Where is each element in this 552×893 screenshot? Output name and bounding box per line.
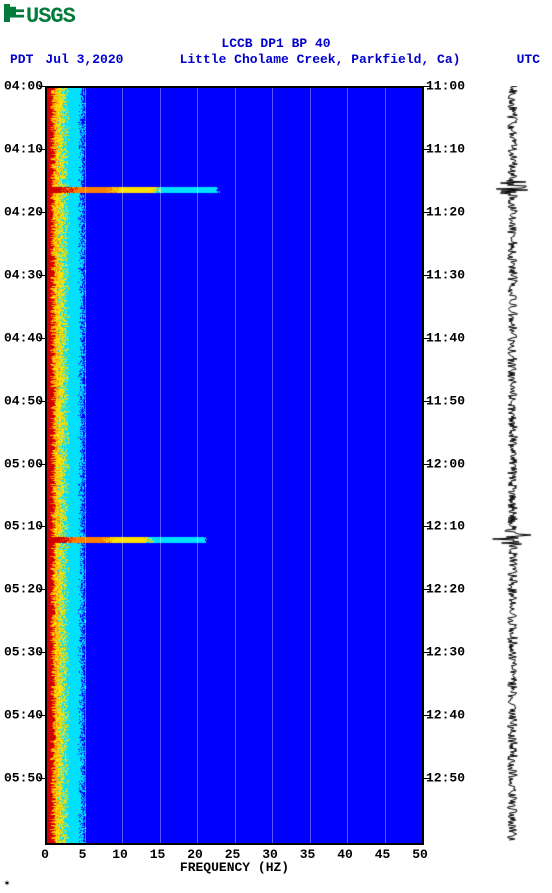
y-tick-left: 04:30	[0, 268, 43, 281]
left-timezone: PDT	[10, 52, 33, 67]
y-tick-right: 11:30	[426, 268, 471, 281]
y-tick-right: 11:20	[426, 205, 471, 218]
right-timezone: UTC	[517, 52, 540, 67]
y-tick-left: 04:20	[0, 205, 43, 218]
y-tick-right: 11:00	[426, 80, 471, 93]
location-text: Little Cholame Creek, Parkfield, Ca)	[180, 52, 461, 67]
usgs-logo: USGS	[4, 4, 75, 29]
y-tick-left: 04:00	[0, 80, 43, 93]
y-axis-left-ticks: 04:0004:1004:2004:3004:4004:5005:0005:10…	[0, 86, 43, 841]
y-tick-right: 12:00	[426, 457, 471, 470]
y-tick-right: 12:20	[426, 583, 471, 596]
footer-mark: ✶	[4, 878, 10, 890]
y-tick-right: 11:50	[426, 394, 471, 407]
y-tick-right: 12:50	[426, 772, 471, 785]
y-tick-left: 05:50	[0, 772, 43, 785]
usgs-flag-icon	[4, 4, 24, 22]
plot-title: LCCB DP1 BP 40	[0, 36, 552, 51]
x-axis-label: FREQUENCY (HZ)	[45, 860, 424, 875]
y-tick-left: 04:40	[0, 331, 43, 344]
y-axis-right-ticks: 11:0011:1011:2011:3011:4011:5012:0012:10…	[426, 86, 471, 841]
trace-canvas	[480, 86, 545, 841]
y-tick-left: 05:30	[0, 646, 43, 659]
y-tick-right: 12:40	[426, 709, 471, 722]
y-tick-left: 04:10	[0, 142, 43, 155]
x-axis-ticks: 05101520253035404550	[45, 843, 424, 859]
usgs-logo-text: USGS	[26, 4, 75, 29]
spectrogram-plot	[45, 86, 424, 845]
plot-subtitle: PDT Jul 3,2020 Little Cholame Creek, Par…	[10, 52, 540, 67]
y-tick-left: 04:50	[0, 394, 43, 407]
seismogram-trace	[480, 86, 545, 841]
y-tick-right: 11:40	[426, 331, 471, 344]
y-tick-left: 05:40	[0, 709, 43, 722]
y-tick-right: 12:10	[426, 520, 471, 533]
y-tick-left: 05:20	[0, 583, 43, 596]
date-text: Jul 3,2020	[45, 52, 123, 67]
title-text: LCCB DP1 BP 40	[221, 36, 330, 51]
y-tick-right: 11:10	[426, 142, 471, 155]
y-tick-left: 05:00	[0, 457, 43, 470]
y-tick-right: 12:30	[426, 646, 471, 659]
y-tick-left: 05:10	[0, 520, 43, 533]
